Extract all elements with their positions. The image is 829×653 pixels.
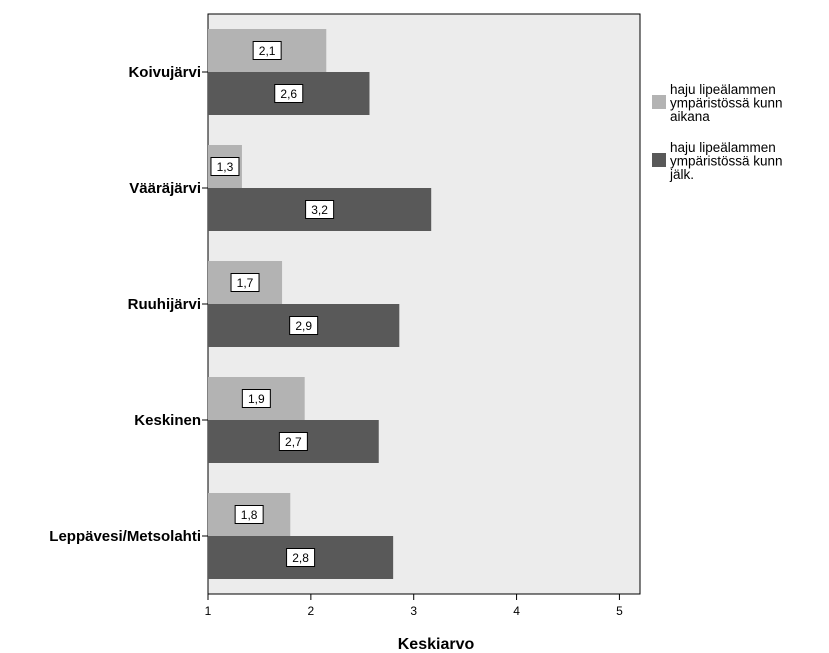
data-label-box [234,505,264,524]
category-label: Ruuhijärvi [128,296,201,313]
data-label: 1,9 [248,392,265,406]
data-label: 2,1 [259,44,276,58]
data-label: 3,2 [311,203,328,217]
legend-label: ympäristössä kunn [670,154,783,169]
data-label-box [230,273,260,292]
category-axis: Koivujärvi Vääräjärvi Ruuhijärvi Keskinen Le… [49,64,208,545]
legend-label: aikana [670,109,710,124]
legend-label: ympäristössä kunn [670,96,783,111]
legend-swatch-1 [652,95,666,109]
data-label: 1,7 [237,276,254,290]
data-label-box [241,389,271,408]
value-axis: 1 2 3 4 5 [205,594,623,618]
data-label-box [278,432,308,451]
data-label: 2,8 [292,551,309,565]
category-label: Leppävesi/Metsolahti [49,528,201,545]
x-tick-label: 4 [513,604,520,618]
data-label-box [274,84,304,103]
data-label: 2,7 [285,435,302,449]
category-label: Keskinen [134,412,201,429]
legend-label: haju lipeälammen [670,82,776,97]
data-label: 1,3 [217,160,234,174]
category-label: Vääräjärvi [129,180,201,197]
x-tick-label: 3 [410,604,417,618]
data-label-box [252,41,282,60]
data-label: 1,8 [241,508,258,522]
legend-swatch-2 [652,153,666,167]
x-tick-label: 5 [616,604,623,618]
x-tick-label: 1 [205,604,212,618]
x-tick-label: 2 [308,604,315,618]
data-label-box [210,157,240,176]
x-axis-title: Keskiarvo [398,636,475,653]
bars-group: 2,1 2,6 1,3 3,2 1,7 2,9 1,9 2,7 1,8 2,8 [208,29,432,579]
data-label-box [286,548,316,567]
legend-label: haju lipeälammen [670,140,776,155]
legend-label: jälk. [669,167,694,182]
data-label: 2,9 [295,319,312,333]
data-label-box [289,316,319,335]
category-label: Koivujärvi [128,64,201,81]
data-label: 2,6 [280,87,297,101]
data-label-box [305,200,335,219]
